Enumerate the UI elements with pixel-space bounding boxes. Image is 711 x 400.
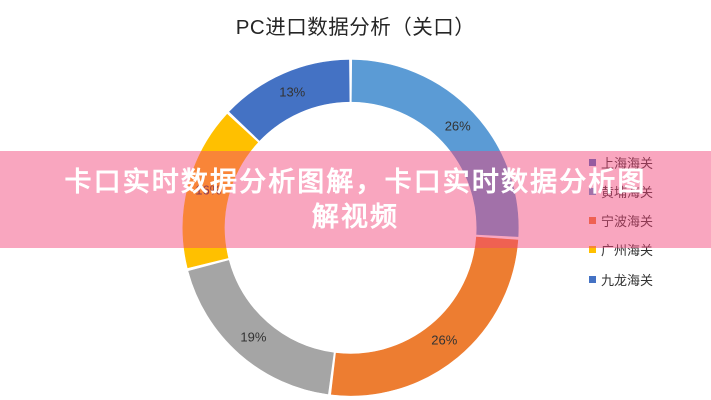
svg-text:19%: 19% <box>240 329 266 344</box>
svg-text:26%: 26% <box>431 332 457 347</box>
svg-text:13%: 13% <box>279 84 305 99</box>
svg-text:26%: 26% <box>445 119 471 134</box>
